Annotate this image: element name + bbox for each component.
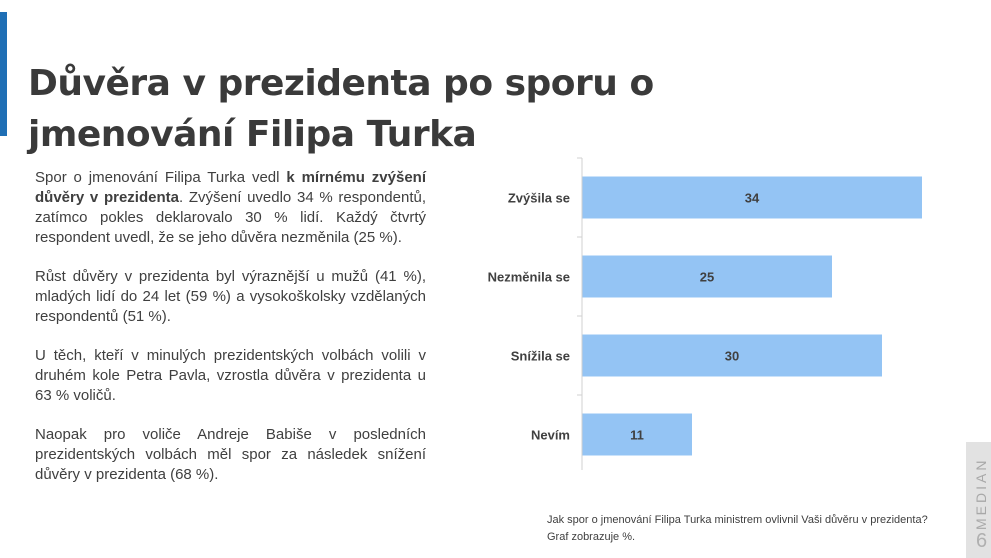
- bar-chart: 34 Zvýšila se 25 Nezměnila se 30 Snížila se 11…: [488, 157, 922, 470]
- paragraph-3: U těch, kteří v minulých prezidentských …: [35, 347, 426, 404]
- brand-panel: [966, 442, 991, 558]
- accent-bar: [0, 12, 7, 136]
- paragraph-1: Spor o jmenování Filipa Turka vedl k mír…: [35, 168, 426, 248]
- bar-value-label: 25: [700, 270, 714, 285]
- footnote-question: Jak spor o jmenování Filipa Turka minist…: [547, 514, 928, 526]
- footnote: Jak spor o jmenování Filipa Turka minist…: [547, 512, 928, 546]
- brand-logo-text: MEDIAN: [973, 457, 989, 530]
- category-label: Zvýšila se: [508, 191, 570, 206]
- paragraph-4: Naopak pro voliče Andreje Babiše v posle…: [35, 426, 426, 483]
- category-label: Nezměnila se: [488, 270, 570, 285]
- bar: [582, 176, 922, 219]
- footnote-note: Graf zobrazuje %.: [547, 531, 636, 543]
- bar: [582, 255, 832, 298]
- paragraph-1-post: . Zvýšení uvedlo 34 % respondentů, zatím…: [35, 189, 426, 246]
- slide-title: Důvěra v prezidenta po sporu o jmenování…: [28, 63, 654, 155]
- body-text: Spor o jmenování Filipa Turka vedl k mír…: [35, 168, 426, 504]
- bar-value-label: 11: [630, 428, 644, 443]
- bar-value-label: 30: [725, 349, 739, 364]
- bar: [582, 413, 692, 456]
- paragraph-2: Růst důvěry v prezidenta byl výraznější …: [35, 268, 426, 325]
- category-label: Snížila se: [511, 349, 570, 364]
- page-number: 6: [976, 530, 988, 552]
- bar: [582, 334, 882, 377]
- category-label: Nevím: [531, 428, 570, 443]
- paragraph-1-bold: k mírnému zvýšení důvěry v prezidenta: [35, 169, 426, 206]
- bar-value-label: 34: [745, 191, 760, 206]
- paragraph-1-pre: Spor o jmenování Filipa Turka vedl: [35, 169, 287, 186]
